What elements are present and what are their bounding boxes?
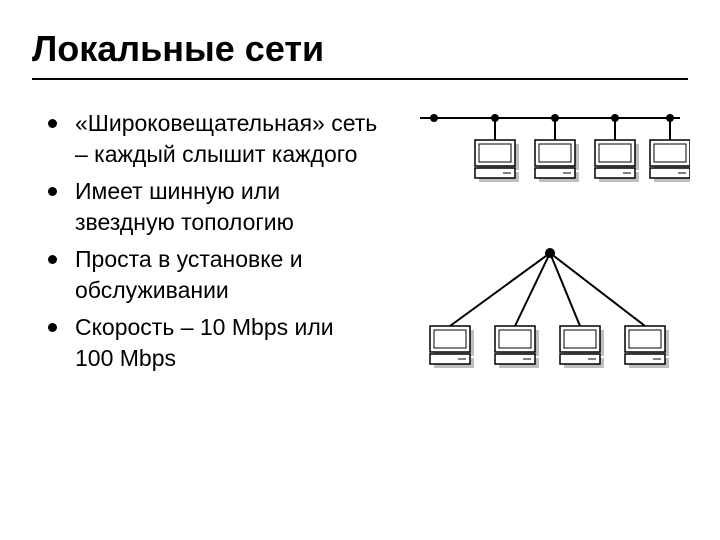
star-topology-diagram — [420, 248, 690, 388]
bullet-text: «Широковещательная» сеть – каждый слышит… — [75, 108, 378, 170]
list-item: Скорость – 10 Mbps или 100 Mbps — [48, 312, 378, 374]
bullet-text: Проста в установке и обслуживании — [75, 244, 378, 306]
title-underline — [32, 78, 688, 80]
page-title: Локальные сети — [32, 28, 324, 70]
bullet-icon — [48, 119, 57, 128]
diagrams — [420, 108, 700, 408]
bullet-list: «Широковещательная» сеть – каждый слышит… — [48, 108, 378, 380]
list-item: Имеет шинную или звездную топологию — [48, 176, 378, 238]
bullet-icon — [48, 323, 57, 332]
list-item: Проста в установке и обслуживании — [48, 244, 378, 306]
bullet-text: Имеет шинную или звездную топологию — [75, 176, 378, 238]
bus-topology-diagram — [420, 108, 690, 198]
bullet-text: Скорость – 10 Mbps или 100 Mbps — [75, 312, 378, 374]
bullet-icon — [48, 255, 57, 264]
list-item: «Широковещательная» сеть – каждый слышит… — [48, 108, 378, 170]
bullet-icon — [48, 187, 57, 196]
